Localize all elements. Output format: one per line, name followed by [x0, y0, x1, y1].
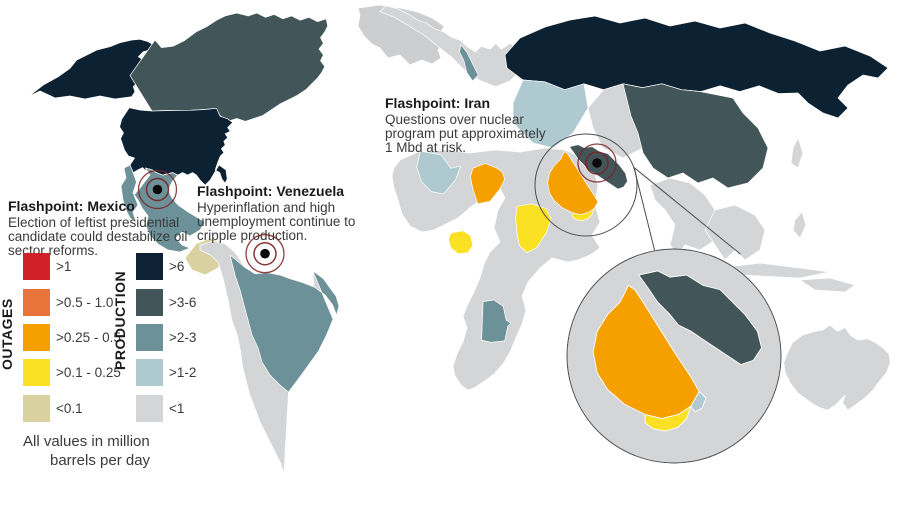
svg-text:unemployment continue to: unemployment continue to — [197, 214, 355, 229]
svg-text:>0.5 - 1.0: >0.5 - 1.0 — [56, 295, 113, 310]
svg-text:Election of leftist presidenti: Election of leftist presidential — [8, 215, 179, 230]
svg-text:Hyperinflation and high: Hyperinflation and high — [197, 200, 335, 215]
svg-text:<0.1: <0.1 — [56, 401, 83, 416]
svg-text:All values in million: All values in million — [23, 433, 150, 450]
svg-text:OUTAGES: OUTAGES — [0, 298, 15, 370]
svg-text:>1-2: >1-2 — [169, 365, 196, 380]
svg-text:candidate could destabilize oi: candidate could destabilize oil — [8, 229, 187, 244]
svg-text:cripple production.: cripple production. — [197, 228, 307, 243]
svg-text:<1: <1 — [169, 401, 184, 416]
svg-text:sector reforms.: sector reforms. — [8, 243, 98, 258]
svg-text:Flashpoint: Mexico: Flashpoint: Mexico — [8, 198, 135, 214]
svg-text:barrels per day: barrels per day — [50, 452, 151, 469]
svg-text:Flashpoint: Venezuela: Flashpoint: Venezuela — [197, 183, 344, 199]
svg-text:1 Mbd at risk.: 1 Mbd at risk. — [385, 140, 466, 155]
svg-text:Flashpoint: Iran: Flashpoint: Iran — [385, 95, 490, 111]
svg-text:>1: >1 — [56, 259, 71, 274]
svg-text:>3-6: >3-6 — [169, 295, 196, 310]
svg-text:>6: >6 — [169, 259, 184, 274]
svg-text:Questions over nuclear: Questions over nuclear — [385, 112, 524, 127]
svg-text:>2-3: >2-3 — [169, 330, 196, 345]
svg-text:PRODUCTION: PRODUCTION — [112, 271, 128, 370]
svg-text:program put approximately: program put approximately — [385, 126, 546, 141]
